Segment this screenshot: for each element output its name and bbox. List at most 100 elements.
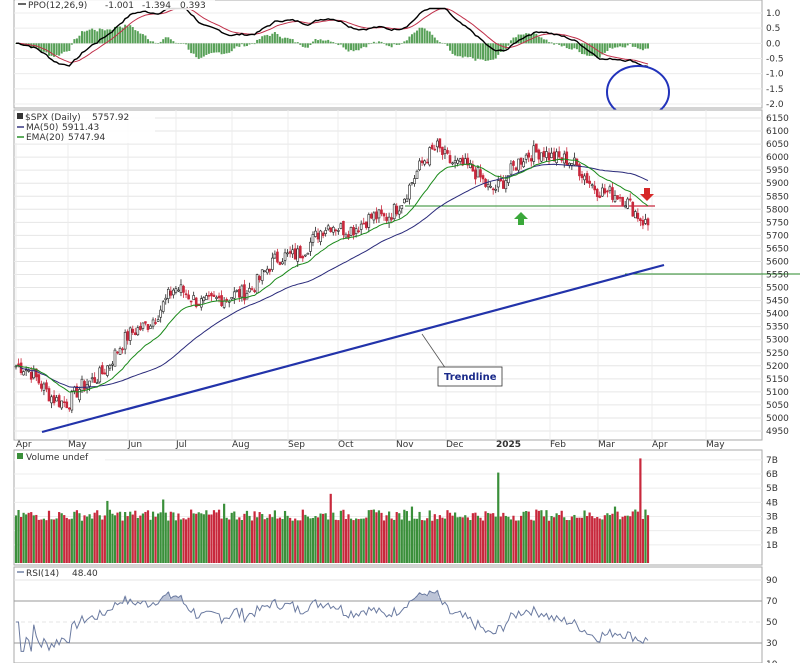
volume-bar xyxy=(294,518,297,563)
volume-bar xyxy=(258,512,261,563)
ppo-hist-bar xyxy=(624,43,627,48)
candle-body xyxy=(529,158,533,162)
candle-body xyxy=(408,184,411,200)
volume-bar xyxy=(85,516,89,563)
volume-bar xyxy=(111,513,114,563)
ppo-hist-bar xyxy=(644,43,647,49)
ppo-hist-bar xyxy=(621,43,624,48)
price-y-tick: 5750 xyxy=(766,218,789,228)
candle-body xyxy=(331,226,335,233)
ppo-hist-bar xyxy=(83,31,86,44)
candle-body xyxy=(623,205,627,208)
ppo-hist-bar xyxy=(558,43,561,45)
volume-bar xyxy=(344,518,348,563)
volume-bar xyxy=(14,515,18,563)
candle-body xyxy=(608,186,612,191)
ppo-hist-bar xyxy=(327,39,330,44)
volume-bar xyxy=(327,519,330,563)
candle-body xyxy=(166,289,170,299)
volume-bar xyxy=(172,512,175,563)
price-y-tick: 5100 xyxy=(766,388,789,398)
volume-bar xyxy=(426,518,429,563)
candle-body xyxy=(507,175,510,183)
ppo-hist-bar xyxy=(301,43,304,47)
ppo-hist-bar xyxy=(131,27,134,44)
volume-bar xyxy=(395,512,398,563)
ppo-hist-bar xyxy=(568,43,571,50)
trendline xyxy=(41,263,665,434)
volume-bar xyxy=(380,512,383,563)
volume-bar xyxy=(626,515,629,563)
ppo-hist-bar xyxy=(332,42,335,44)
price-grid xyxy=(14,110,762,440)
candle-body xyxy=(238,289,241,298)
ppo-hist-bar xyxy=(157,43,160,44)
candle-body xyxy=(151,319,155,327)
ppo-hist-bar xyxy=(380,41,383,44)
candle-body xyxy=(306,252,310,255)
volume-bar xyxy=(184,519,188,563)
candle-body xyxy=(210,293,213,297)
volume-bar xyxy=(413,518,416,563)
ppo-hist-bar xyxy=(271,33,274,44)
candle-body xyxy=(504,180,508,190)
candle-body xyxy=(595,188,599,197)
volume-bar xyxy=(207,514,210,563)
volume-bar xyxy=(316,517,320,563)
ppo-hist-bar xyxy=(575,43,578,50)
volume-bar xyxy=(141,513,145,563)
rsi-y-tick: 70 xyxy=(766,597,778,607)
volume-bar xyxy=(415,518,419,563)
price-y-tick: 5650 xyxy=(766,244,789,254)
volume-bar xyxy=(403,509,406,563)
candle-body xyxy=(199,298,203,308)
candle-body xyxy=(616,195,619,200)
candle-body xyxy=(55,397,58,402)
price-y-tick: 5150 xyxy=(766,375,789,385)
ppo-hist-bar xyxy=(240,43,243,45)
ppo-hist-bar xyxy=(258,39,261,44)
price-y-tick: 5850 xyxy=(766,192,789,202)
candle-body xyxy=(357,230,360,233)
candle-body xyxy=(205,295,208,300)
candle-body xyxy=(395,205,399,215)
volume-bar xyxy=(268,514,271,563)
trendline-label-box: Trendline xyxy=(437,366,503,387)
price-y-tick: 6000 xyxy=(766,153,789,163)
volume-bar xyxy=(134,510,137,563)
volume-bar xyxy=(169,511,172,563)
ppo-hist-bar xyxy=(395,43,398,45)
volume-bar xyxy=(532,520,535,563)
candle-body xyxy=(187,294,190,300)
ppo-hist-bar xyxy=(149,41,152,44)
volume-bar xyxy=(322,513,325,563)
candle-body xyxy=(514,167,518,171)
volume-bar xyxy=(217,509,221,563)
ppo-hist-bar xyxy=(537,36,540,44)
volume-bar xyxy=(78,513,81,563)
candle-body xyxy=(377,209,381,219)
candle-body xyxy=(461,157,465,166)
ppo-hist-bar xyxy=(504,43,507,49)
volume-bar xyxy=(443,518,447,563)
volume-bar xyxy=(459,516,462,563)
trendline-leader xyxy=(421,333,449,373)
candle-body xyxy=(550,152,553,158)
candle-body xyxy=(337,230,340,232)
price-y-tick: 5900 xyxy=(766,179,789,189)
volume-bar xyxy=(245,510,249,563)
price-x-label: Jul xyxy=(175,440,187,450)
volume-bar xyxy=(558,514,561,563)
ppo-hist-bar xyxy=(469,43,472,57)
ppo-hist-bar xyxy=(428,31,431,44)
volume-bar xyxy=(428,510,431,563)
candle-body xyxy=(309,241,312,252)
volume-bar xyxy=(451,515,454,563)
candle-body xyxy=(88,380,91,387)
candle-body xyxy=(535,143,538,153)
candle-body xyxy=(319,230,322,242)
volume-bar xyxy=(35,514,38,563)
volume-bar xyxy=(492,513,495,563)
volume-bar xyxy=(514,520,518,563)
ppo-hist-bar xyxy=(416,30,419,44)
